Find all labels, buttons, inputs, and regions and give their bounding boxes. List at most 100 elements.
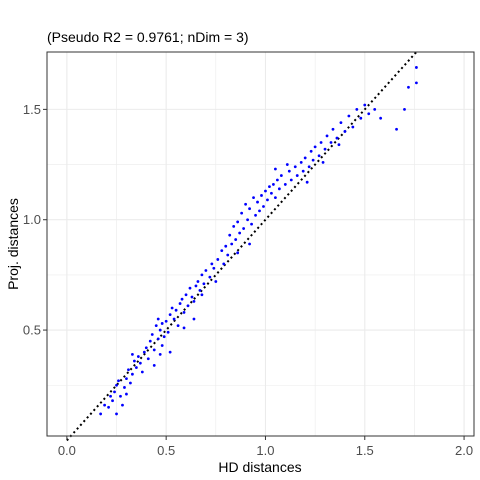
data-point: [132, 359, 136, 363]
data-point: [232, 224, 236, 228]
data-point: [196, 280, 200, 283]
x-tick-label: 1.5: [356, 443, 374, 458]
data-point: [210, 262, 214, 266]
data-point: [285, 163, 289, 166]
data-point: [180, 297, 184, 301]
data-point: [242, 227, 246, 230]
data-point: [220, 249, 224, 253]
data-point: [363, 103, 367, 107]
data-point: [182, 311, 186, 314]
data-point: [194, 284, 198, 288]
data-point: [186, 304, 190, 308]
data-point: [234, 238, 238, 241]
data-point: [283, 183, 287, 186]
data-point: [136, 355, 140, 358]
data-point: [403, 107, 406, 111]
data-point: [224, 244, 228, 248]
data-point: [277, 187, 281, 191]
data-point: [407, 85, 410, 89]
data-point: [202, 282, 206, 286]
data-point: [230, 242, 234, 246]
data-point: [192, 317, 196, 321]
data-point: [236, 220, 240, 224]
data-point: [152, 363, 156, 367]
data-point: [347, 114, 351, 118]
data-point: [339, 121, 343, 125]
data-point: [212, 266, 216, 270]
x-axis-ticks: 0.0 0.5 1.0 1.5 2.0: [58, 436, 473, 458]
data-point: [198, 288, 202, 292]
data-point: [188, 286, 192, 290]
data-point: [236, 251, 240, 255]
data-point: [329, 141, 333, 144]
data-point: [313, 145, 317, 149]
data-point: [323, 147, 327, 151]
data-point: [168, 350, 172, 354]
data-point: [226, 253, 230, 257]
data-point: [222, 262, 226, 266]
data-point: [150, 333, 154, 336]
data-point: [152, 348, 156, 352]
data-point: [111, 399, 114, 403]
data-point: [134, 366, 138, 369]
data-point: [246, 218, 249, 222]
data-point: [178, 302, 182, 305]
data-point: [415, 66, 418, 69]
data-point: [192, 299, 196, 303]
data-point: [138, 361, 142, 365]
data-point: [335, 136, 339, 140]
x-tick-label: 0.5: [157, 443, 175, 458]
data-point: [115, 412, 118, 416]
data-point: [331, 127, 335, 131]
data-point: [240, 211, 244, 215]
x-tick-label: 2.0: [455, 443, 473, 458]
data-point: [337, 143, 341, 147]
data-point: [270, 191, 273, 195]
data-point: [160, 322, 164, 325]
data-point: [275, 178, 279, 182]
data-point: [107, 405, 110, 409]
data-point: [258, 209, 261, 213]
y-axis-ticks: 0.5 1.0 1.5: [23, 102, 47, 338]
data-point: [250, 222, 253, 226]
data-point: [172, 317, 176, 321]
data-point: [351, 125, 355, 129]
data-point: [148, 339, 152, 343]
data-point: [158, 352, 162, 356]
data-point: [109, 394, 112, 398]
data-point: [254, 213, 257, 217]
data-point: [121, 403, 124, 407]
data-point: [156, 337, 160, 341]
data-point: [99, 412, 103, 416]
data-point: [273, 196, 277, 200]
y-tick-label: 1.5: [23, 102, 41, 117]
data-point: [158, 328, 162, 332]
data-point: [146, 357, 150, 361]
data-point: [160, 344, 164, 347]
data-point: [272, 183, 275, 186]
data-point: [355, 107, 359, 111]
identity-line: [66, 51, 418, 442]
chart-title: (Pseudo R2 = 0.9761; nDim = 3): [47, 29, 249, 45]
data-point: [140, 370, 144, 374]
data-point: [166, 330, 170, 334]
data-point: [113, 390, 116, 394]
data-point: [311, 158, 315, 162]
data-point: [154, 324, 158, 328]
y-axis-title: Proj. distances: [5, 198, 21, 290]
data-point: [415, 81, 418, 85]
x-axis-title: HD distances: [218, 459, 301, 475]
data-point: [252, 196, 255, 200]
data-point: [395, 127, 398, 131]
data-point: [289, 178, 293, 182]
data-point: [131, 352, 134, 356]
data-point: [176, 324, 180, 328]
data-point: [200, 273, 204, 277]
x-tick-label: 1.0: [256, 443, 274, 458]
data-point: [309, 149, 313, 153]
data-point: [303, 156, 307, 160]
data-point: [131, 372, 134, 376]
data-point: [268, 185, 271, 189]
data-point: [117, 379, 120, 383]
